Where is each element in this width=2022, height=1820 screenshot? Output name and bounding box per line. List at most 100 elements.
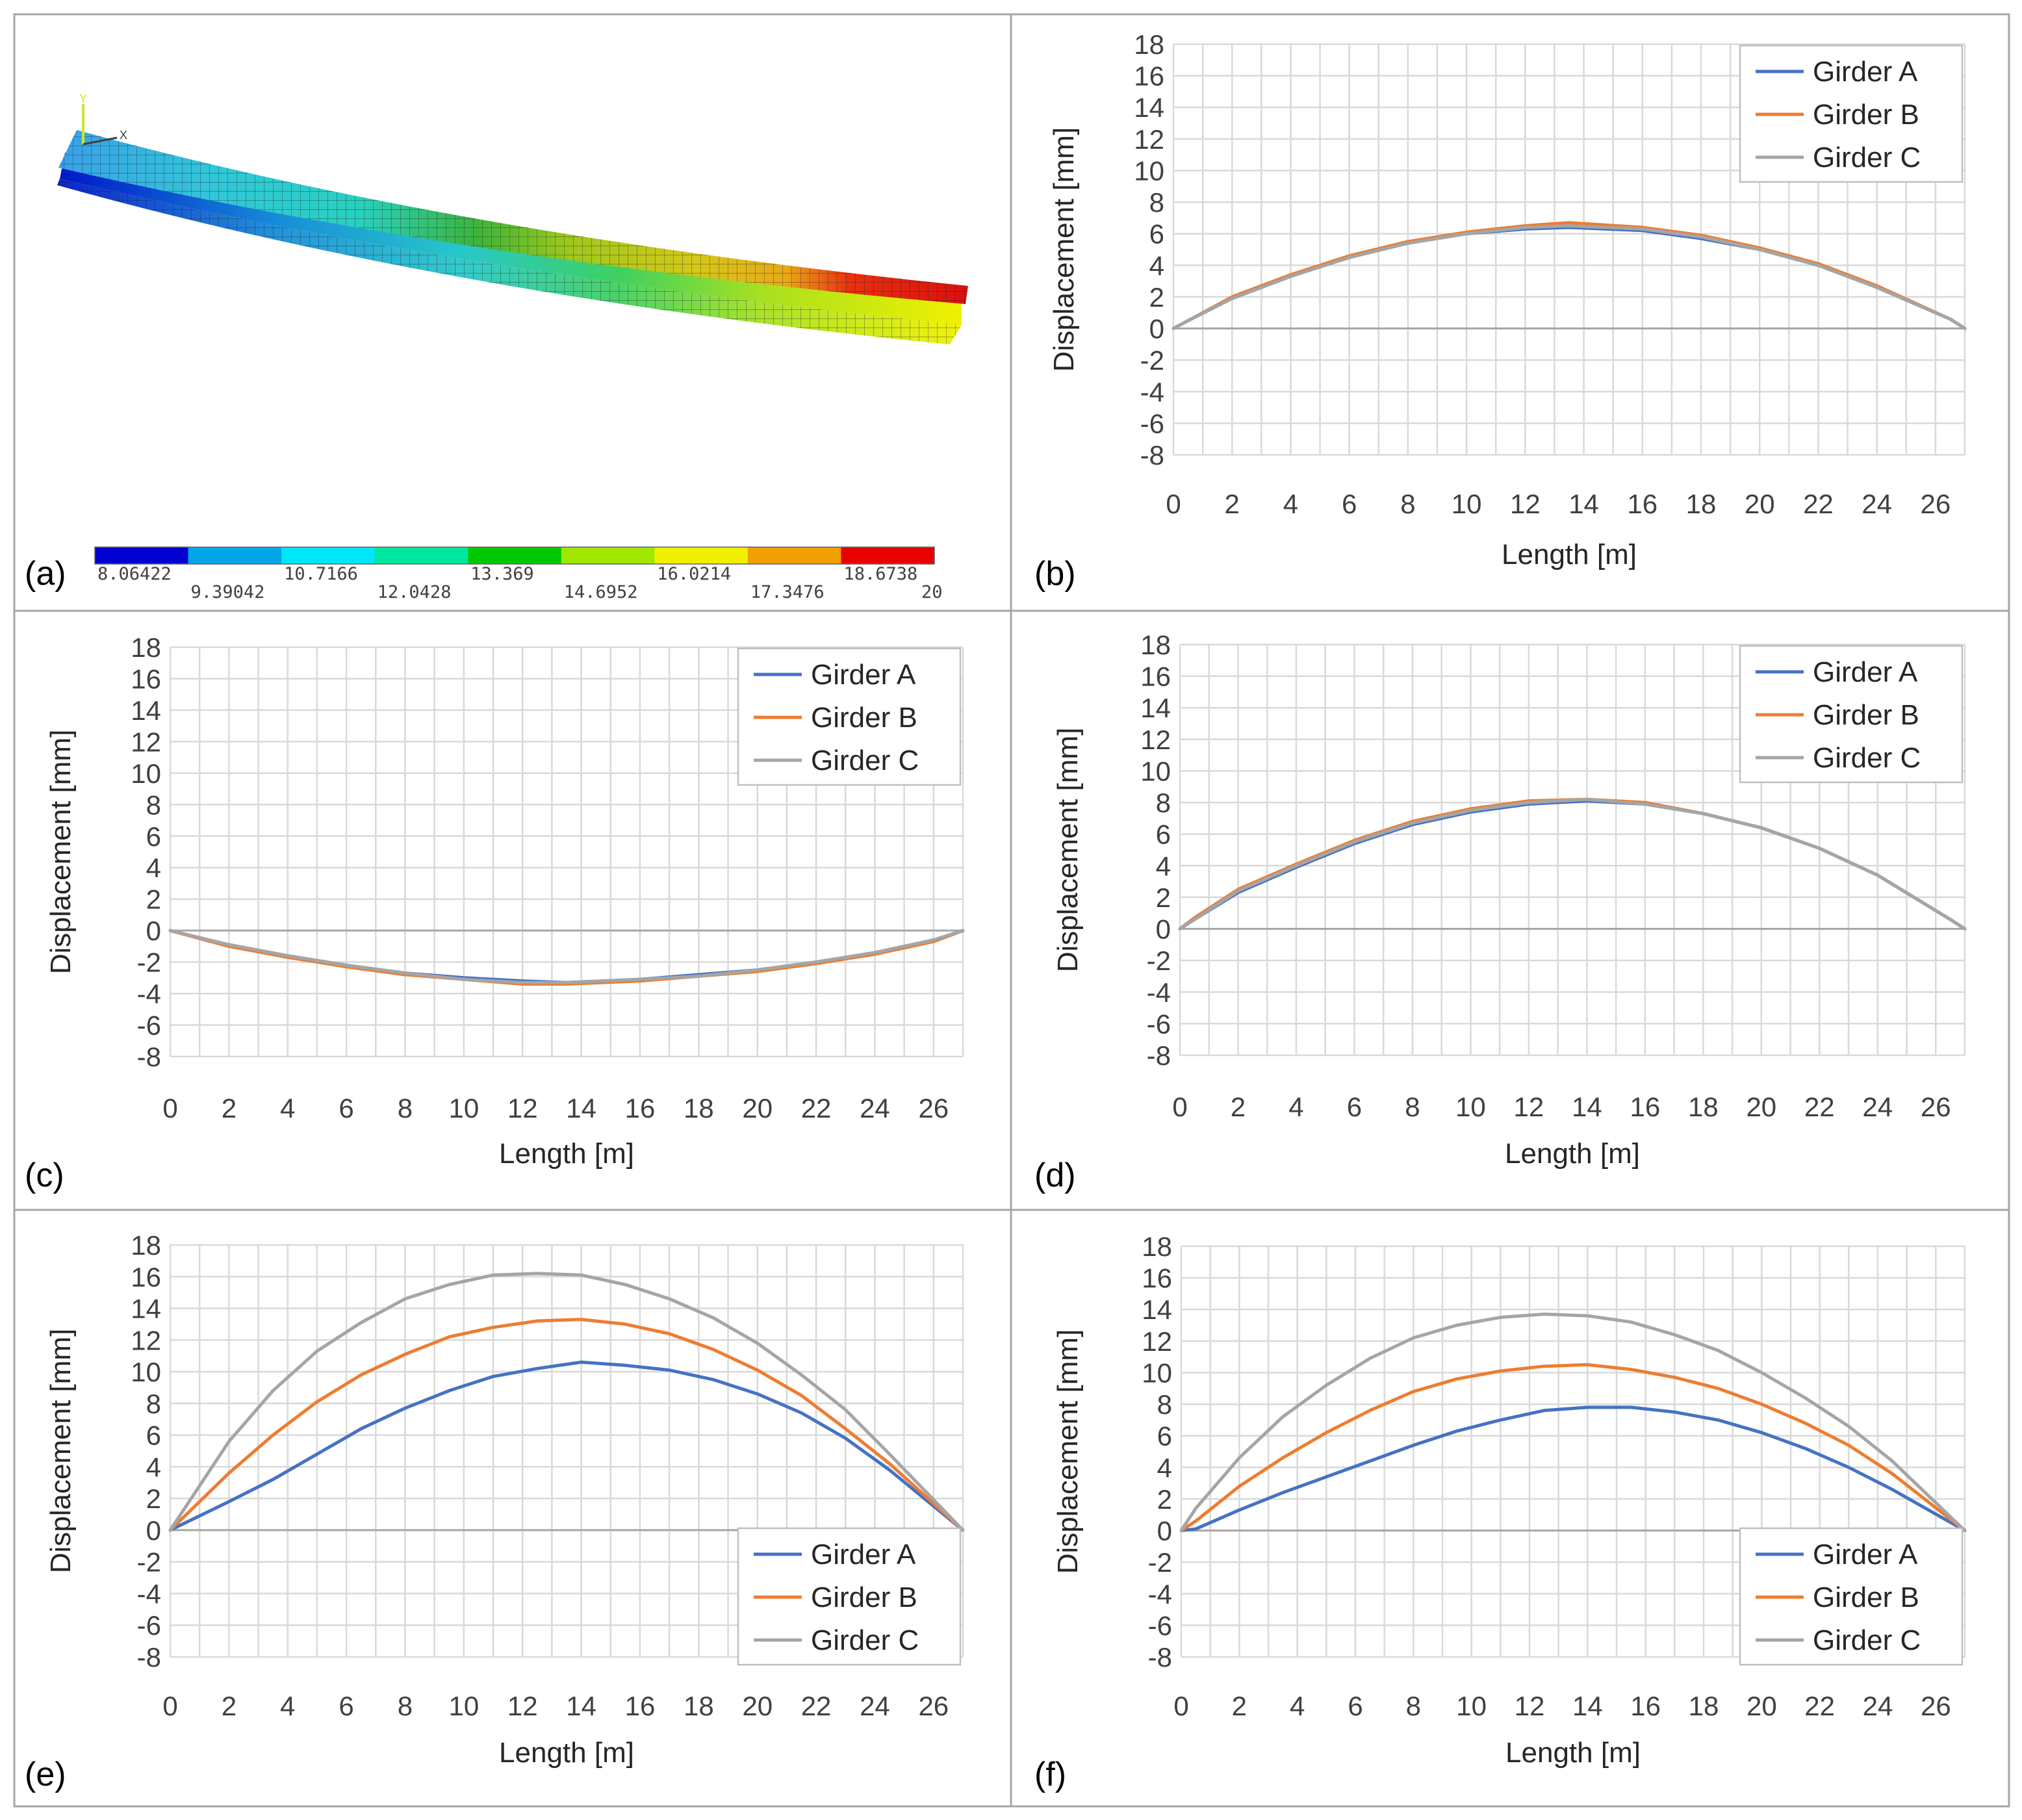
- x-tick-label: 16: [1627, 489, 1657, 519]
- x-tick-label: 4: [1288, 1092, 1303, 1122]
- y-tick-label: 2: [1157, 1484, 1172, 1515]
- y-tick-label: -4: [1148, 1579, 1172, 1609]
- y-tick-label: 2: [146, 884, 161, 915]
- colorbar-segment: [841, 547, 935, 564]
- legend-label: Girder C: [811, 1624, 919, 1656]
- x-tick-label: 6: [1348, 1691, 1363, 1721]
- y-tick-label: 4: [1149, 250, 1164, 281]
- x-tick-label: 8: [1406, 1691, 1421, 1721]
- x-tick-label: 18: [1689, 1691, 1719, 1721]
- y-tick-label: -8: [1147, 1040, 1171, 1071]
- y-tick-label: 8: [1149, 187, 1164, 218]
- y-tick-label: -2: [1147, 945, 1171, 976]
- panel-label-d: (d): [1034, 1157, 1076, 1194]
- y-tick-label: -4: [137, 979, 161, 1009]
- y-axis-title: Displacement [mm]: [1048, 127, 1080, 372]
- legend: Girder A Girder B Girder C: [1739, 645, 1964, 784]
- y-tick-label: -2: [1148, 1547, 1172, 1578]
- girder-mesh: [57, 179, 962, 344]
- x-tick-label: 8: [398, 1691, 413, 1721]
- x-tick-label: 24: [1862, 1092, 1893, 1122]
- x-tick-label: 14: [1572, 1691, 1603, 1721]
- legend-label: Girder C: [1813, 1624, 1921, 1656]
- series-line-girder-a: [1179, 1405, 1967, 1532]
- colorbar-segment: [281, 547, 376, 564]
- colorbar-tick-label: 17.3476: [750, 582, 825, 602]
- x-tick-label: 4: [280, 1093, 295, 1123]
- colorbar-tick-label: 10.7166: [284, 564, 358, 584]
- legend-label: Girder B: [811, 1582, 917, 1613]
- y-tick-label: 10: [1134, 155, 1164, 186]
- y-tick-label: -4: [1147, 977, 1171, 1008]
- x-tick-label: 26: [918, 1691, 949, 1721]
- x-tick-label: 8: [1400, 489, 1415, 519]
- x-tick-label: 18: [1686, 489, 1717, 519]
- x-tick-label: 14: [566, 1691, 596, 1721]
- x-axis-title: Length [m]: [1502, 539, 1637, 570]
- y-tick-label: 14: [1142, 1294, 1172, 1325]
- x-tick-label: 14: [1568, 489, 1599, 519]
- legend-label: Girder B: [811, 702, 917, 734]
- x-tick-label: 18: [1688, 1092, 1719, 1122]
- y-tick-label: -2: [1140, 345, 1164, 376]
- y-tick-label: 14: [1140, 693, 1171, 723]
- panel-label-c: (c): [25, 1157, 64, 1194]
- x-tick-label: 10: [1456, 1691, 1487, 1721]
- x-tick-label: 12: [1514, 1092, 1544, 1122]
- series-line-girder-c: [1171, 224, 1967, 330]
- y-tick-label: 4: [146, 1452, 161, 1482]
- colorbar-outline: [94, 546, 935, 565]
- y-tick-label: 6: [1149, 219, 1164, 250]
- triad-y-label: Y: [79, 92, 87, 105]
- x-axis-title: Length [m]: [1505, 1737, 1641, 1769]
- y-tick-label: 0: [1149, 314, 1164, 344]
- x-tick-label: 6: [339, 1691, 353, 1721]
- x-tick-label: 20: [742, 1691, 773, 1721]
- y-tick-label: 4: [146, 852, 161, 883]
- y-tick-label: -2: [137, 1547, 161, 1578]
- y-tick-label: 12: [1140, 724, 1171, 755]
- y-tick-label: 16: [131, 663, 161, 694]
- x-tick-label: 24: [1862, 489, 1892, 519]
- y-tick-label: 4: [1157, 1452, 1172, 1483]
- y-tick-label: -8: [1140, 440, 1164, 470]
- legend-label: Girder A: [1813, 1539, 1918, 1570]
- series-line-girder-c: [1178, 797, 1967, 930]
- y-tick-label: 2: [1156, 882, 1171, 913]
- series-line-girder-c: [168, 929, 965, 984]
- y-tick-label: 12: [1134, 124, 1164, 155]
- y-axis-title: Displacement [mm]: [1052, 728, 1084, 973]
- x-tick-label: 12: [1515, 1691, 1545, 1721]
- y-tick-label: 8: [146, 1389, 161, 1419]
- x-tick-label: 24: [860, 1691, 890, 1721]
- x-tick-label: 8: [1405, 1092, 1420, 1122]
- y-tick-label: 14: [1134, 92, 1164, 123]
- y-tick-label: -4: [1140, 377, 1164, 407]
- panel-label-a: (a): [25, 555, 66, 593]
- y-tick-label: 6: [1156, 819, 1171, 850]
- y-tick-label: 10: [1140, 756, 1171, 786]
- x-tick-label: 22: [1804, 1092, 1835, 1122]
- y-tick-label: -6: [137, 1610, 161, 1641]
- x-tick-label: 20: [1745, 489, 1775, 519]
- y-tick-label: 2: [146, 1483, 161, 1514]
- x-tick-label: 16: [1630, 1691, 1661, 1721]
- y-tick-label: -2: [137, 947, 161, 978]
- x-tick-label: 0: [1173, 1691, 1188, 1721]
- y-tick-label: -6: [137, 1010, 161, 1041]
- series-line-girder-c: [168, 1272, 965, 1532]
- triad-x-label: X: [120, 129, 127, 142]
- y-tick-label: 6: [146, 821, 161, 852]
- x-tick-label: 16: [625, 1691, 656, 1721]
- legend-label: Girder B: [1813, 699, 1919, 731]
- y-tick-label: 0: [146, 916, 161, 946]
- series-line-girder-c: [1179, 1313, 1967, 1532]
- y-tick-label: -4: [137, 1578, 161, 1609]
- x-tick-label: 18: [684, 1093, 714, 1123]
- colorbar: 8.06422 9.39042 10.7166 12.0428 13.369 14.695…: [94, 546, 943, 602]
